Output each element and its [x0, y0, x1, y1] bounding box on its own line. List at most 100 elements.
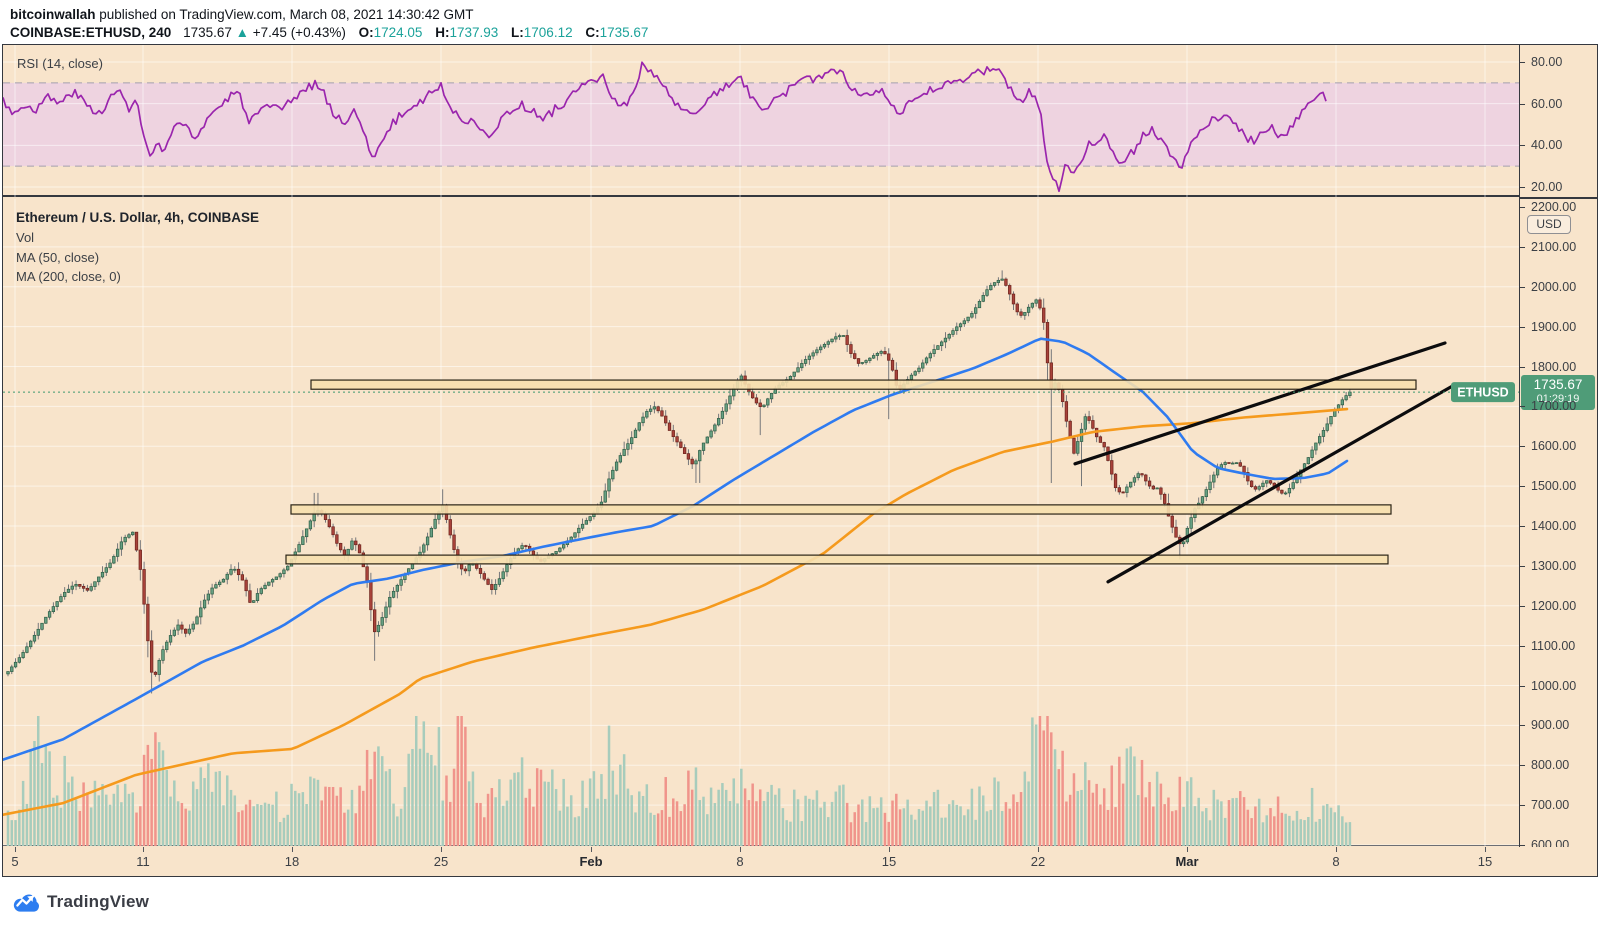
price-tick-label: 2000.00: [1531, 279, 1577, 294]
price-tick-label: 1300.00: [1531, 558, 1577, 573]
price-axis[interactable]: USD 1735.67 01:29:19 80.00 60.00 40.00 20.0…: [1520, 45, 1597, 852]
price-tick-label: 700.00: [1531, 798, 1570, 813]
byline-text: published on TradingView.com, March 08, …: [95, 7, 474, 22]
ma200-line: [3, 407, 1349, 816]
price-tick-label: 1200.00: [1531, 598, 1577, 613]
badge-price: 1735.67: [1533, 376, 1583, 392]
tick-mark: [1520, 605, 1525, 607]
tick-mark: [1520, 207, 1525, 208]
volume-layer: [6, 716, 1352, 846]
low-value: 1706.12: [523, 25, 573, 40]
legend-symbol: Ethereum / U.S. Dollar, 4h, COINBASE: [16, 210, 260, 225]
symbol-name: COINBASE:ETHUSD, 240: [10, 25, 172, 40]
support-resistance-box: [285, 554, 1389, 565]
tradingview-logo-icon[interactable]: [12, 890, 39, 913]
currency-toggle-button[interactable]: USD: [1527, 215, 1571, 234]
time-tick-label: 8: [736, 854, 744, 869]
time-tick-mark: [591, 847, 592, 852]
close-value: 1735.67: [599, 25, 649, 40]
tick-mark: [1520, 446, 1525, 448]
open-value: 1724.05: [373, 25, 423, 40]
tick-mark: [1520, 286, 1525, 288]
time-tick-mark: [1336, 847, 1337, 852]
legend-ma50: MA (50, close): [16, 249, 100, 265]
time-tick-label: 25: [433, 854, 449, 869]
rsi-tick-label: 60.00: [1531, 96, 1563, 111]
candles-layer: [6, 270, 1352, 694]
tick-mark: [1520, 366, 1525, 368]
price-tick-label: 1000.00: [1531, 678, 1577, 693]
time-tick-mark: [292, 847, 293, 852]
time-tick-label: 11: [136, 854, 150, 869]
price-plot: ETHUSD: [3, 199, 1519, 846]
bar-countdown: 01:29:19: [1536, 392, 1580, 405]
rsi-tick-label: 80.00: [1531, 55, 1563, 69]
price-tick-label: 1900.00: [1531, 319, 1577, 334]
price-tick-label: 1500.00: [1531, 479, 1577, 494]
support-resistance-box: [310, 379, 1417, 390]
time-tick-label: Mar: [1175, 854, 1199, 869]
price-change: +7.45 (+0.43%): [252, 25, 346, 40]
price-tick-label: 1700.00: [1531, 399, 1577, 414]
open-label: O:: [358, 25, 374, 40]
high-label: H:: [435, 25, 450, 40]
rsi-tick-label: 40.00: [1531, 138, 1563, 153]
price-tick-label: 1100.00: [1531, 638, 1576, 653]
price-tick-label: 1800.00: [1531, 359, 1577, 374]
rsi-tick-label: 20.00: [1531, 179, 1563, 194]
author-name: bitcoinwallah: [10, 7, 96, 22]
legend-volume: Vol: [16, 230, 35, 245]
time-tick-label: 15: [1477, 854, 1493, 869]
time-axis[interactable]: 5 11 18 25 Feb 8 15 22 Mar 8 15: [3, 847, 1597, 876]
time-tick-mark: [15, 847, 16, 852]
symbol-price-flag: [1451, 382, 1515, 403]
tick-mark: [1520, 685, 1525, 687]
time-tick-mark: [143, 847, 144, 852]
last-price-badge: 1735.67 01:29:19: [1521, 374, 1595, 410]
header: bitcoinwallah published on TradingView.c…: [0, 0, 1600, 44]
tick-mark: [1520, 186, 1525, 188]
time-tick-mark: [441, 847, 442, 852]
tick-mark: [1520, 526, 1525, 527]
last-price: 1735.67: [183, 25, 232, 40]
symbol-price-flag-label: ETHUSD: [1457, 386, 1508, 400]
close-label: C:: [585, 25, 600, 40]
rsi-plot: [3, 45, 1519, 197]
trendline: [1106, 385, 1453, 584]
brand-name: TradingView: [47, 891, 150, 911]
time-tick-label: 8: [1332, 854, 1340, 869]
rsi-pane[interactable]: RSI (14, close): [3, 45, 1519, 197]
time-tick-label: 18: [284, 854, 300, 869]
tick-mark: [1520, 406, 1525, 408]
main-pane[interactable]: ETHUSD Ethereum / U.S. Dollar, 4h, COINB…: [3, 199, 1519, 846]
time-tick-mark: [740, 847, 741, 852]
tick-mark: [1520, 725, 1525, 727]
axis-divider: [1519, 45, 1520, 876]
price-tick-label: 800.00: [1531, 758, 1570, 773]
chart-legend: Ethereum / U.S. Dollar, 4h, COINBASE Vol…: [16, 208, 259, 287]
chart-container: RSI (14, close) ETHUSD Ethereum / U.S. D…: [2, 44, 1598, 877]
time-tick-mark: [1187, 847, 1188, 852]
time-tick-label: 5: [11, 854, 19, 869]
tick-mark: [1520, 645, 1525, 647]
rsi-band: [3, 82, 1519, 167]
tick-mark: [1520, 845, 1525, 846]
time-tick-label: 22: [1030, 854, 1046, 869]
high-value: 1737.93: [449, 25, 499, 40]
up-arrow-icon: ▲: [235, 25, 250, 40]
price-tick-label: 1600.00: [1531, 439, 1577, 454]
price-tick-label: 1400.00: [1531, 519, 1577, 533]
ma50-line: [3, 337, 1349, 761]
time-tick-label: 15: [881, 854, 897, 869]
price-tick-label: 900.00: [1531, 718, 1570, 733]
tick-mark: [1520, 62, 1525, 63]
rsi-line: [3, 61, 1327, 193]
tick-mark: [1520, 765, 1525, 767]
low-label: L:: [511, 25, 524, 40]
symbol-line: COINBASE:ETHUSD, 240 1735.67 ▲ +7.45 (+0…: [10, 24, 1600, 42]
time-tick-label: Feb: [579, 854, 603, 869]
tick-mark: [1520, 326, 1525, 328]
tick-mark: [1520, 103, 1525, 105]
tick-mark: [1520, 805, 1525, 807]
